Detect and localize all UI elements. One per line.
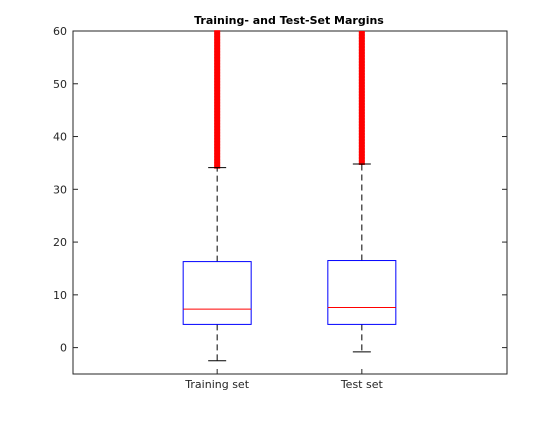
box <box>327 260 397 325</box>
y-tick-label: 20 <box>53 236 67 249</box>
y-tick-label: 10 <box>53 289 67 302</box>
y-tick-label: 40 <box>53 131 67 144</box>
y-tick-label: 50 <box>53 78 67 91</box>
plot-frame <box>72 30 508 375</box>
y-tick-label: 60 <box>53 25 67 38</box>
x-tick-label: Test set <box>340 378 384 391</box>
x-tick-label: Training set <box>184 378 249 391</box>
chart-title: Training- and Test-Set Margins <box>194 14 384 27</box>
y-tick-label: 0 <box>60 342 67 355</box>
y-tick-label: 30 <box>53 183 67 196</box>
box <box>182 261 252 325</box>
plot-area: 0 10 20 30 40 50 60 Training set Test set <box>53 25 508 391</box>
